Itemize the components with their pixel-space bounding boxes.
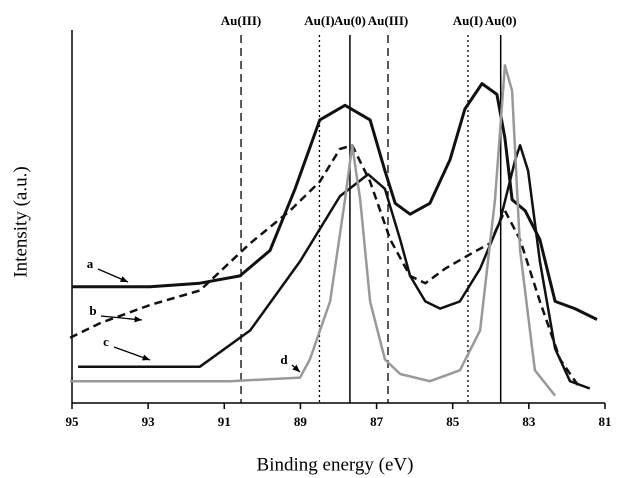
- x-tick-label: 85: [446, 414, 460, 429]
- series-line: [78, 144, 591, 390]
- reference-label: Au(0): [334, 13, 366, 28]
- y-axis-label: Intensity (a.u.): [10, 166, 31, 277]
- reference-label: Au(0): [485, 13, 517, 28]
- x-tick-label: 91: [218, 414, 231, 429]
- reference-label: Au(I): [453, 13, 483, 28]
- x-tick-label: 93: [142, 414, 156, 429]
- x-tick-label: 95: [66, 414, 80, 429]
- series-label: a: [87, 256, 94, 271]
- series-line: [72, 82, 598, 321]
- arrow-head: [292, 364, 300, 372]
- reference-label: Au(III): [368, 13, 408, 28]
- arrow-head: [120, 276, 128, 282]
- series-label: c: [103, 334, 109, 349]
- x-tick-label: 87: [370, 414, 384, 429]
- x-tick-label: 81: [599, 414, 612, 429]
- x-axis-label: Binding energy (eV): [257, 454, 414, 475]
- x-tick-label: 83: [522, 414, 536, 429]
- series-label: b: [89, 303, 96, 318]
- x-tick-label: 89: [294, 414, 308, 429]
- series-line: [69, 144, 582, 390]
- series-label: d: [280, 352, 288, 367]
- reference-label: Au(III): [221, 13, 261, 28]
- series-line: [70, 64, 557, 397]
- arrow-head: [134, 316, 142, 323]
- arrow-head: [142, 354, 150, 361]
- reference-label: Au(I): [304, 13, 334, 28]
